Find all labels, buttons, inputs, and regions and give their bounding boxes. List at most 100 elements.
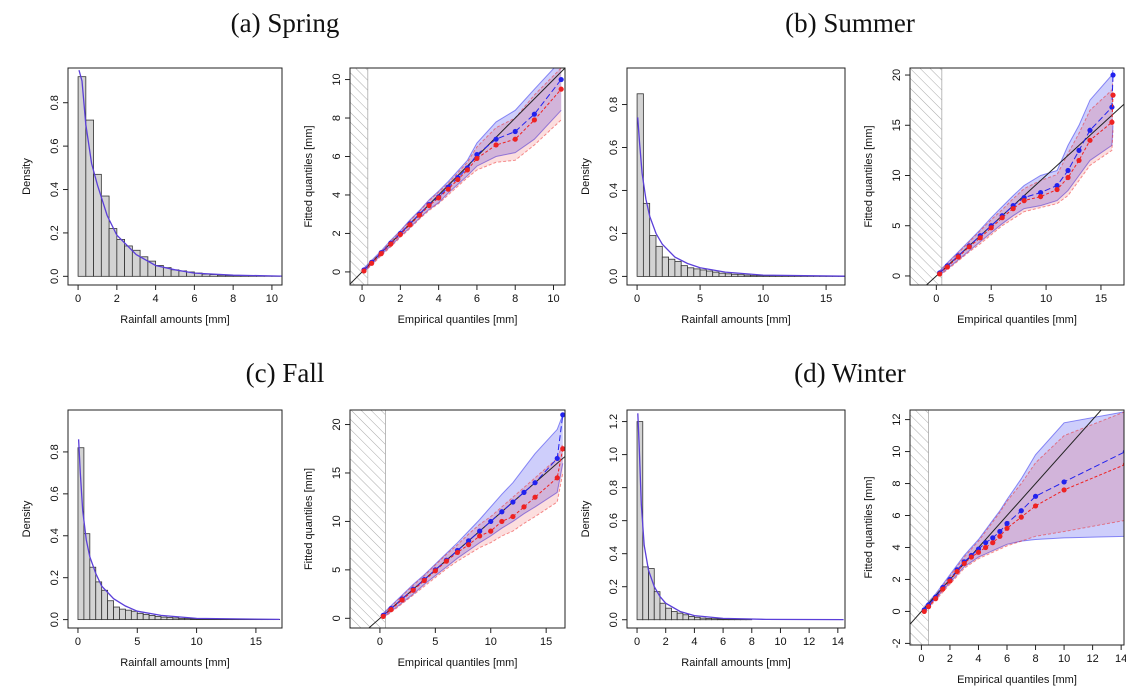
x-tick-label: 2: [114, 293, 120, 305]
plot-area: [910, 410, 1124, 645]
quantile-point: [1010, 206, 1016, 212]
quantile-point: [397, 231, 403, 238]
bar: [705, 270, 714, 277]
bar: [671, 611, 678, 621]
y-tick-label: 0.6: [49, 138, 61, 153]
x-tick-label: 0: [75, 293, 81, 305]
x-tick-label: 15: [250, 636, 262, 648]
y-tick-label: 15: [331, 467, 343, 479]
quantile-point: [1032, 503, 1039, 509]
y-tick-label: 10: [331, 515, 343, 527]
subplot: 0 2 4 6 8 10 0.0 0.2 0.4 0.6 0.8 Rainfall amounts […: [21, 67, 283, 326]
quantile-line: [939, 74, 1114, 274]
x-tick-label: 15: [540, 636, 552, 648]
subplot: 0 5 10 15 0.0 0.2 0.4 0.6 0.8 Rainfall amounts [m…: [21, 409, 283, 669]
quantile-point: [455, 176, 461, 183]
bar: [743, 274, 751, 277]
x-axis-label: Rainfall amounts [mm]: [681, 314, 790, 326]
x-tick-label: 0: [377, 636, 383, 648]
quantile-point: [1061, 479, 1067, 485]
plot-area: [350, 410, 565, 628]
bar: [649, 235, 657, 277]
x-tick-label: 15: [820, 293, 832, 305]
quantile-point: [521, 489, 527, 495]
bar: [113, 606, 120, 621]
bar: [682, 614, 690, 621]
panel-title: (a) Spring: [231, 8, 340, 38]
y-tick-label: 0.2: [608, 579, 620, 594]
y-axis-label: Density: [21, 158, 33, 195]
quantile-line: [939, 95, 1114, 275]
y-tick-label: 5: [891, 223, 903, 229]
quantile-point: [531, 111, 537, 117]
x-tick-label: 0: [918, 653, 924, 665]
x-tick-label: 10: [190, 636, 202, 648]
y-tick-label: 10: [891, 169, 903, 181]
plot-area: [350, 68, 565, 285]
quantile-point: [474, 151, 480, 158]
quantile-point: [499, 509, 505, 515]
band-lower: [382, 463, 564, 618]
quantile-point: [532, 494, 538, 500]
band-upper: [363, 68, 555, 269]
x-tick-label: 4: [436, 293, 442, 305]
y-axis-label: Fitted quantiles [mm]: [863, 476, 875, 578]
y-tick-label: 2: [891, 576, 903, 582]
quantile-point: [407, 222, 413, 228]
quantile-point: [521, 504, 527, 510]
plot-frame: [626, 67, 846, 286]
bar: [648, 568, 655, 621]
y-axis-label: Density: [21, 500, 33, 537]
x-axis-label: Empirical quantiles [mm]: [957, 674, 1077, 686]
y-tick-label: 20: [891, 69, 903, 81]
bar: [762, 275, 770, 277]
y-tick-label: -2: [891, 639, 903, 649]
y-tick-label: 6: [331, 153, 343, 159]
x-tick-label: 6: [720, 636, 726, 648]
bar: [119, 608, 126, 621]
y-tick-label: 0.0: [49, 612, 61, 627]
y-tick-label: 0: [331, 269, 343, 275]
y-tick-label: 0.8: [49, 444, 61, 459]
quantile-point: [1076, 147, 1082, 153]
identity-line: [910, 410, 1102, 625]
plot-frame: [349, 409, 566, 629]
censored-region: [910, 410, 929, 645]
y-tick-label: 0.4: [49, 182, 61, 197]
bar: [642, 566, 649, 621]
x-tick-label: 0: [75, 636, 81, 648]
x-tick-label: 12: [803, 636, 815, 648]
quantile-point: [921, 608, 927, 615]
density-curve: [77, 439, 280, 621]
x-tick-label: 5: [988, 293, 994, 305]
x-tick-label: 10: [1040, 293, 1052, 305]
x-axis-label: Empirical quantiles [mm]: [398, 657, 518, 669]
confidence-band: [383, 443, 563, 618]
confidence-band: [924, 411, 1124, 612]
bar: [699, 617, 707, 621]
quantile-point: [1076, 157, 1082, 164]
y-axis-label: Density: [580, 500, 592, 537]
quantile-point: [558, 76, 564, 83]
bar: [160, 616, 168, 621]
quantile-point: [1110, 72, 1116, 78]
quantile-point: [499, 518, 505, 525]
y-tick-label: 5: [331, 567, 343, 573]
quantile-point: [1109, 119, 1115, 125]
bar: [107, 600, 114, 621]
bar: [184, 618, 192, 621]
y-tick-label: 10: [891, 445, 903, 457]
plot-frame: [67, 67, 283, 286]
quantile-point: [512, 136, 518, 142]
identity-line: [925, 103, 1124, 285]
quantile-point: [1065, 174, 1071, 181]
quantile-point: [997, 528, 1003, 535]
band-upper: [939, 80, 1114, 273]
quantile-point: [947, 578, 953, 584]
y-tick-label: 0.6: [49, 486, 61, 501]
x-tick-label: 6: [1004, 653, 1010, 665]
bar: [724, 273, 732, 277]
quantile-point: [380, 613, 386, 619]
y-axis-label: Fitted quantiles [mm]: [303, 468, 315, 570]
band-upper: [382, 414, 564, 614]
